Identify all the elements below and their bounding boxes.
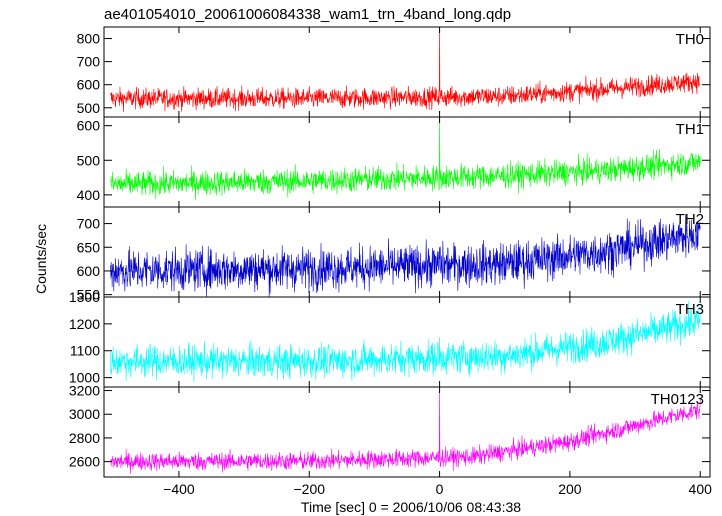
- y-tick-label: 1100: [70, 343, 100, 359]
- y-tick-label: 800: [77, 31, 101, 47]
- panel-th2: 550 600 650 700 TH2: [77, 206, 711, 303]
- panel-label-th0: TH0: [676, 31, 704, 48]
- y-tick-label: 1000: [69, 370, 100, 386]
- series-line-th1: [110, 118, 701, 200]
- y-tick-label: 2600: [69, 454, 100, 470]
- y-axis-title: Counts/sec: [33, 224, 49, 294]
- y-tick-label: 3200: [69, 383, 100, 399]
- chart-title: ae401054010_20061006084338_wam1_trn_4ban…: [104, 6, 511, 23]
- panel-label-th1: TH1: [676, 121, 704, 138]
- panel-label-th0123: TH0123: [651, 391, 704, 408]
- y-tick-label: 500: [77, 152, 101, 168]
- y-tick-label: 700: [77, 216, 101, 232]
- y-tick-label: 400: [77, 187, 101, 203]
- series-line-th3: [110, 300, 701, 383]
- series-line-th2: [110, 213, 701, 298]
- y-tick-label: 2800: [69, 430, 100, 446]
- y-tick-label: 600: [77, 263, 101, 279]
- x-tick-label: −200: [293, 481, 325, 497]
- x-axis-title: Time [sec] 0 = 2006/10/06 08:43:38: [301, 499, 521, 515]
- series-line-th0: [110, 26, 701, 112]
- panel-frame: [103, 116, 711, 208]
- y-tick-label: 3000: [69, 406, 100, 422]
- x-tick-label: −400: [163, 481, 195, 497]
- y-tick-label: 1300: [69, 289, 100, 305]
- y-tick-label: 650: [77, 239, 101, 255]
- x-tick-label: 0: [436, 481, 444, 497]
- panel-th0: 500 600 700 800 TH0: [77, 26, 711, 118]
- panel-label-th3: TH3: [676, 301, 704, 318]
- x-tick-label: 200: [558, 481, 582, 497]
- panel-th3: 1000 1100 1200 1300 TH3: [69, 289, 711, 388]
- y-tick-label: 600: [77, 77, 101, 93]
- y-tick-label: 600: [77, 118, 101, 134]
- panels-group: 500 600 700 800 TH0 400 500 600 TH1 550 600 650 700 T…: [69, 26, 713, 497]
- panel-label-th2: TH2: [676, 211, 704, 228]
- panel-th0123: 2600 2800 3000 3200 TH0123: [69, 383, 711, 478]
- panel-th1: 400 500 600 TH1: [77, 116, 711, 208]
- y-tick-label: 700: [77, 54, 101, 70]
- y-tick-label: 550: [77, 287, 101, 303]
- series-line-th0123: [110, 390, 701, 474]
- y-tick-label: 500: [77, 100, 101, 116]
- y-tick-label: 1200: [69, 316, 100, 332]
- panel-frame: [103, 386, 711, 478]
- x-tick-label: 400: [689, 481, 713, 497]
